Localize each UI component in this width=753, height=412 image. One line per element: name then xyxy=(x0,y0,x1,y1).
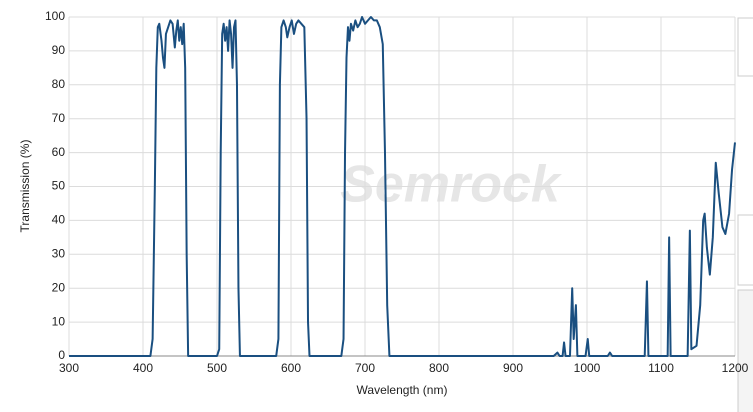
side-panel xyxy=(737,289,753,412)
y-tick-label: 80 xyxy=(52,77,66,91)
y-tick-label: 0 xyxy=(58,348,65,362)
x-tick-label: 900 xyxy=(503,361,523,375)
y-tick-label: 50 xyxy=(52,179,66,193)
x-tick-label: 300 xyxy=(59,361,79,375)
y-tick-label: 100 xyxy=(45,9,65,23)
series-line xyxy=(69,16,736,357)
y-tick-label: 40 xyxy=(52,213,66,227)
x-tick-label: 1000 xyxy=(574,361,601,375)
watermark: Semrock xyxy=(340,156,563,214)
side-panel xyxy=(737,17,753,77)
y-tick-label: 70 xyxy=(52,111,66,125)
y-tick-label: 10 xyxy=(52,314,66,328)
side-panel xyxy=(737,214,753,286)
x-tick-label: 500 xyxy=(207,361,227,375)
y-tick-label: 30 xyxy=(52,246,66,260)
x-tick-label: 600 xyxy=(281,361,301,375)
x-tick-label: 800 xyxy=(429,361,449,375)
y-tick-label: 90 xyxy=(52,43,66,57)
x-tick-label: 700 xyxy=(355,361,375,375)
x-tick-label: 1200 xyxy=(722,361,749,375)
x-axis-label: Wavelength (nm) xyxy=(357,383,448,397)
x-tick-label: 400 xyxy=(133,361,153,375)
y-tick-label: 20 xyxy=(52,280,66,294)
y-axis-label: Transmission (%) xyxy=(18,140,32,233)
x-tick-label: 1100 xyxy=(648,361,674,375)
y-tick-label: 60 xyxy=(52,145,66,159)
